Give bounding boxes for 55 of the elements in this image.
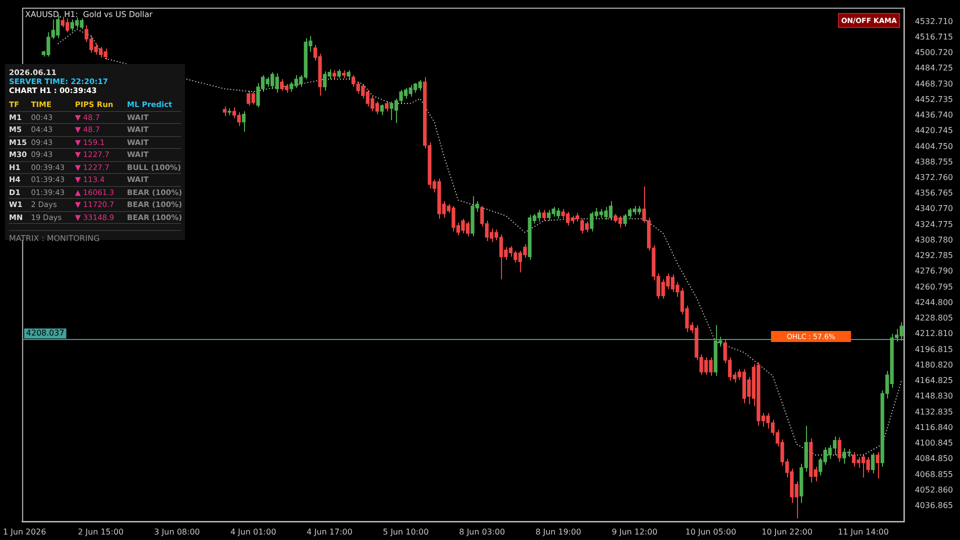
x-tick-label: 8 Jun 03:00: [459, 527, 505, 536]
y-tick-label: 4052.860: [914, 485, 953, 494]
candlestick: [384, 101, 389, 112]
candlestick: [876, 452, 880, 479]
candlestick: [242, 110, 246, 132]
x-tick-label: 5 Jun 10:00: [382, 527, 429, 536]
y-tick-label: 4372.760: [914, 173, 953, 182]
y-tick-label: 4260.795: [914, 282, 953, 292]
y-tick-label: 4356.765: [914, 188, 953, 198]
y-tick-label: 4532.710: [914, 16, 953, 26]
x-tick-label: 4 Jun 17:00: [306, 527, 352, 536]
y-tick-label: 4148.830: [914, 392, 953, 401]
y-tick-label: 4212.810: [914, 329, 953, 338]
x-tick-label: 11 Jun 14:00: [838, 527, 889, 536]
ref-line-label: 4208.037: [26, 328, 64, 338]
y-tick-label: 4196.815: [914, 344, 953, 354]
y-tick-label: 4308.780: [914, 235, 953, 244]
y-tick-label: 4404.750: [914, 142, 953, 151]
y-tick-label: 4484.725: [914, 64, 953, 73]
y-tick-label: 4436.740: [914, 110, 953, 120]
x-tick-label: 8 Jun 19:00: [535, 527, 582, 536]
y-tick-label: 4084.850: [914, 454, 953, 464]
x-tick-label: 3 Jun 08:00: [154, 527, 200, 536]
candlestick: [838, 436, 842, 462]
y-tick-label: 4036.865: [914, 500, 953, 510]
y-tick-label: 4292.785: [914, 251, 953, 260]
y-tick-label: 4420.745: [914, 126, 953, 136]
y-tick-label: 4276.790: [914, 266, 953, 276]
chart-title: XAUUSD, H1: Gold vs US Dollar: [25, 10, 154, 19]
y-tick-label: 4132.835: [914, 407, 953, 416]
y-tick-label: 4180.820: [914, 360, 953, 370]
x-tick-label: 2 Jun 15:00: [78, 527, 124, 536]
x-tick-label: 9 Jun 12:00: [612, 527, 658, 536]
y-tick-label: 4100.845: [914, 438, 953, 448]
y-tick-label: 4164.825: [914, 376, 953, 386]
y-tick-label: 4516.715: [914, 32, 953, 42]
y-tick-label: 4228.805: [914, 314, 953, 323]
y-tick-label: 4500.720: [914, 48, 953, 58]
y-tick-label: 4388.755: [914, 157, 953, 166]
y-tick-label: 4340.770: [914, 204, 953, 214]
y-tick-label: 4452.735: [914, 94, 953, 104]
y-tick-label: 4468.730: [914, 79, 953, 88]
x-tick-label: 4 Jun 01:00: [230, 527, 276, 536]
annotation: MATRIX : MONITORING: [9, 230, 181, 243]
candlestick: [871, 452, 875, 474]
x-tick-label: 1 Jun 2026: [2, 527, 46, 536]
y-tick-label: 4324.775: [914, 220, 953, 229]
x-tick-label: 10 Jun 05:00: [685, 527, 736, 536]
candlestick: [542, 209, 546, 222]
y-tick-label: 4244.800: [914, 298, 953, 307]
candlestick: [380, 104, 384, 116]
y-tick-label: 4068.855: [914, 470, 953, 479]
candlestick: [222, 106, 227, 117]
x-tick-label: 10 Jun 22:00: [762, 527, 812, 536]
y-tick-label: 4116.840: [914, 422, 953, 432]
